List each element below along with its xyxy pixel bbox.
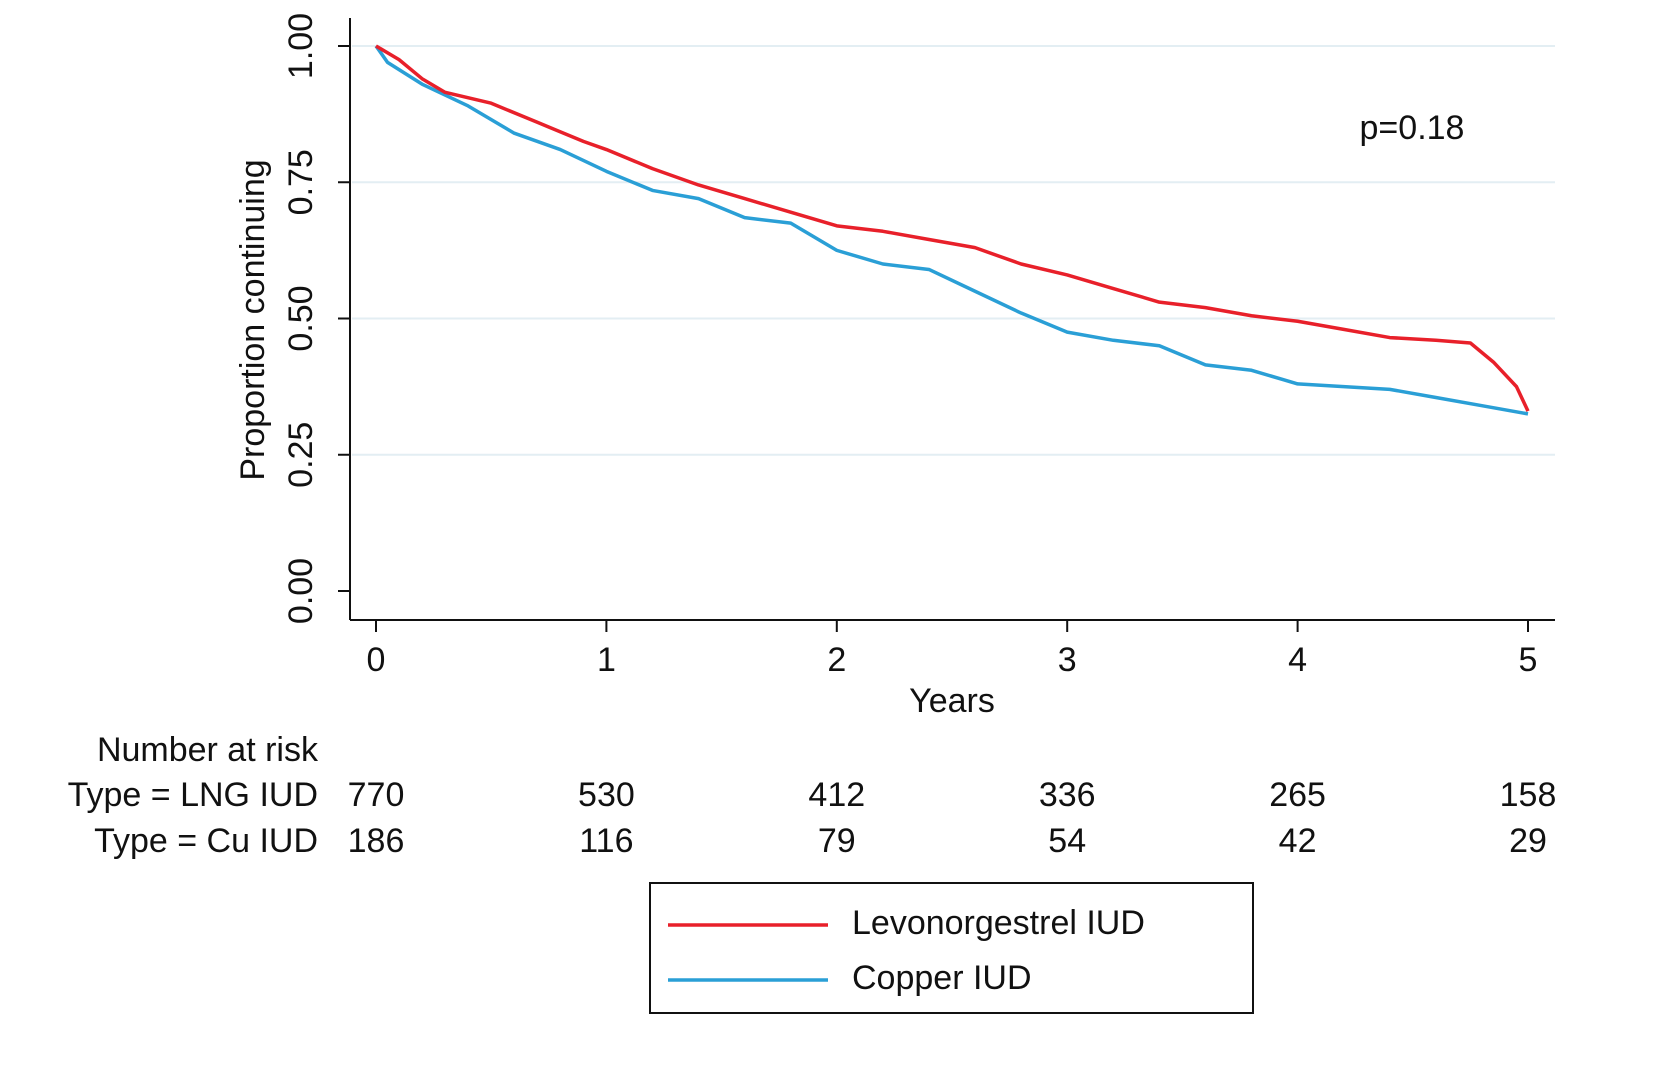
risk-count: 336	[1039, 776, 1096, 814]
y-axis-label: Proportion continuing	[234, 159, 272, 480]
risk-count: 116	[579, 822, 633, 860]
x-tick-label: 3	[1058, 641, 1077, 679]
risk-count: 265	[1269, 776, 1326, 814]
legend-label: Copper IUD	[852, 959, 1032, 997]
series-line	[374, 44, 1529, 416]
x-tick-label: 0	[367, 641, 386, 679]
risk-table-title: Number at risk	[97, 731, 319, 769]
risk-count: 54	[1048, 822, 1086, 860]
x-tick-label: 5	[1519, 641, 1538, 679]
y-tick-label: 0.50	[282, 285, 320, 351]
risk-count: 29	[1509, 822, 1547, 860]
risk-count: 42	[1279, 822, 1317, 860]
risk-row-label: Type = LNG IUD	[68, 776, 318, 814]
risk-row-label: Type = Cu IUD	[94, 822, 318, 860]
x-tick-label: 2	[827, 641, 846, 679]
y-tick-label: 0.75	[282, 149, 320, 215]
x-axis-label: Years	[909, 682, 995, 720]
annotation: p=0.18	[1360, 109, 1465, 147]
x-tick-label: 1	[597, 641, 616, 679]
series-line	[375, 44, 1530, 412]
risk-count: 412	[808, 776, 865, 814]
risk-count: 770	[348, 776, 405, 814]
risk-count: 79	[818, 822, 856, 860]
y-tick-label: 1.00	[282, 13, 320, 79]
risk-count: 158	[1500, 776, 1557, 814]
y-tick-label: 0.00	[282, 558, 320, 624]
risk-count: 186	[348, 822, 405, 860]
legend-label: Levonorgestrel IUD	[852, 904, 1145, 942]
risk-count: 530	[578, 776, 635, 814]
y-tick-label: 0.25	[282, 422, 320, 488]
legend-box	[649, 882, 1254, 1014]
x-tick-label: 4	[1288, 641, 1307, 679]
